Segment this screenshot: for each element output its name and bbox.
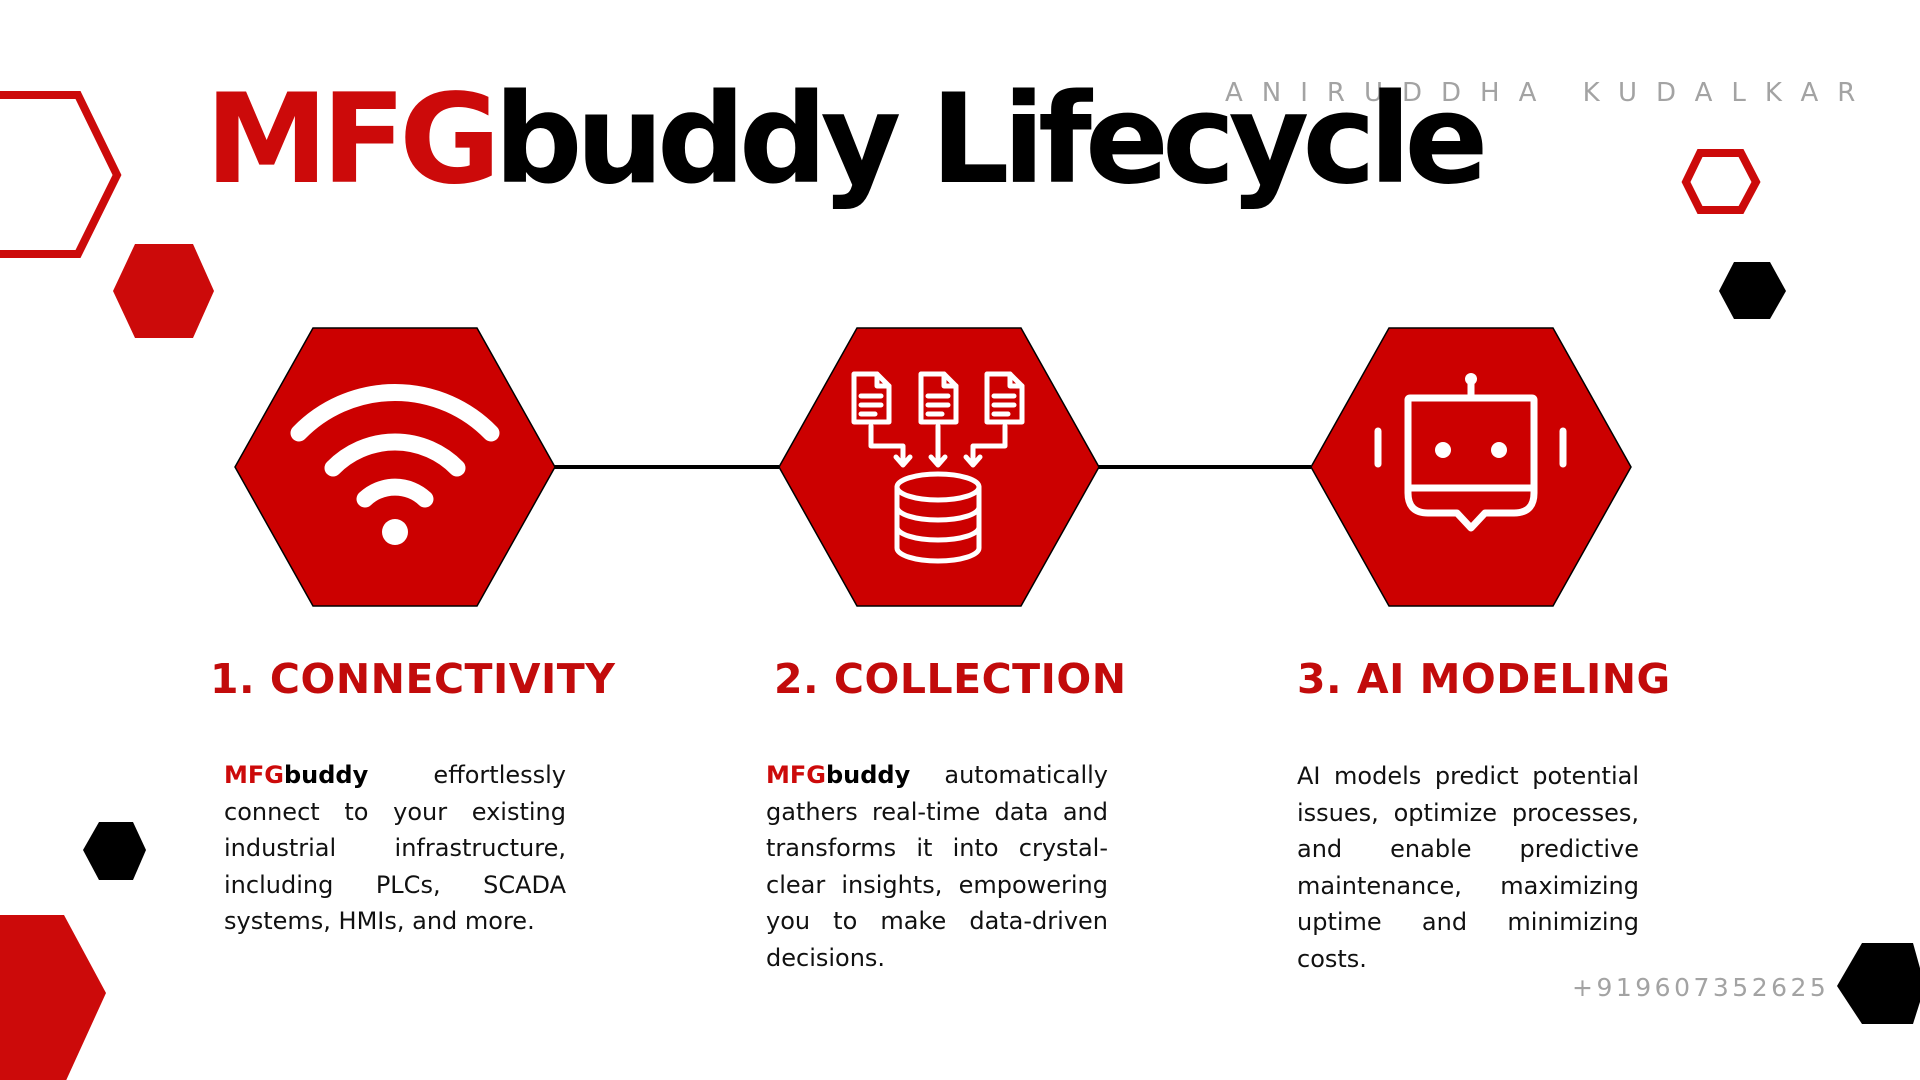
step-3-title: 3. AI MODELING bbox=[1297, 655, 1671, 703]
step-1-title: 1. CONNECTIVITY bbox=[210, 655, 616, 703]
title-brand-red: MFG bbox=[205, 68, 501, 212]
brand-name-red: MFG bbox=[224, 761, 284, 789]
brand-name-red: MFG bbox=[766, 761, 826, 789]
step-2-text: automatically gathers real-time data and… bbox=[766, 761, 1108, 972]
step-2-title: 2. COLLECTION bbox=[774, 655, 1127, 703]
brand-name-black: buddy bbox=[283, 761, 369, 789]
deco-hexagon-red-small bbox=[113, 244, 214, 338]
author-name: ANIRUDDHA KUDALKAR bbox=[1225, 78, 1875, 108]
wifi-icon bbox=[290, 384, 500, 508]
step-2-description: MFGbuddy automatically gathers real-time… bbox=[766, 757, 1108, 976]
robot-chat-icon bbox=[1374, 380, 1567, 532]
deco-hexagon-black-bottom-right bbox=[1837, 943, 1920, 1024]
page-title: MFGbuddy Lifecycle bbox=[205, 78, 1488, 202]
step-3-hexagon bbox=[1309, 326, 1633, 608]
deco-hexagon-black-small bbox=[1719, 262, 1786, 319]
deco-hexagon-outline-small bbox=[1681, 149, 1761, 214]
deco-hexagon-red-bottom bbox=[0, 915, 106, 1080]
step-1-hexagon bbox=[233, 326, 557, 608]
step-1-text: effortlessly connect to your existing in… bbox=[224, 761, 566, 935]
step-2-hexagon bbox=[777, 326, 1101, 608]
phone-number: +919607352625 bbox=[1572, 973, 1830, 1002]
step-1-description: MFGbuddy effortlessly connect to your ex… bbox=[224, 757, 566, 940]
step-3-text: AI models predict potential issues, opti… bbox=[1297, 762, 1639, 973]
brand-name-black: buddy bbox=[825, 761, 911, 789]
data-collection-icon bbox=[851, 371, 1025, 564]
deco-hexagon-black-left bbox=[83, 822, 146, 880]
step-3-description: AI models predict potential issues, opti… bbox=[1297, 758, 1639, 977]
deco-hexagon-outline-large bbox=[0, 91, 122, 258]
title-rest: buddy Lifecycle bbox=[493, 68, 1489, 212]
connector-line-2 bbox=[1098, 465, 1311, 469]
connector-line-1 bbox=[553, 465, 779, 469]
